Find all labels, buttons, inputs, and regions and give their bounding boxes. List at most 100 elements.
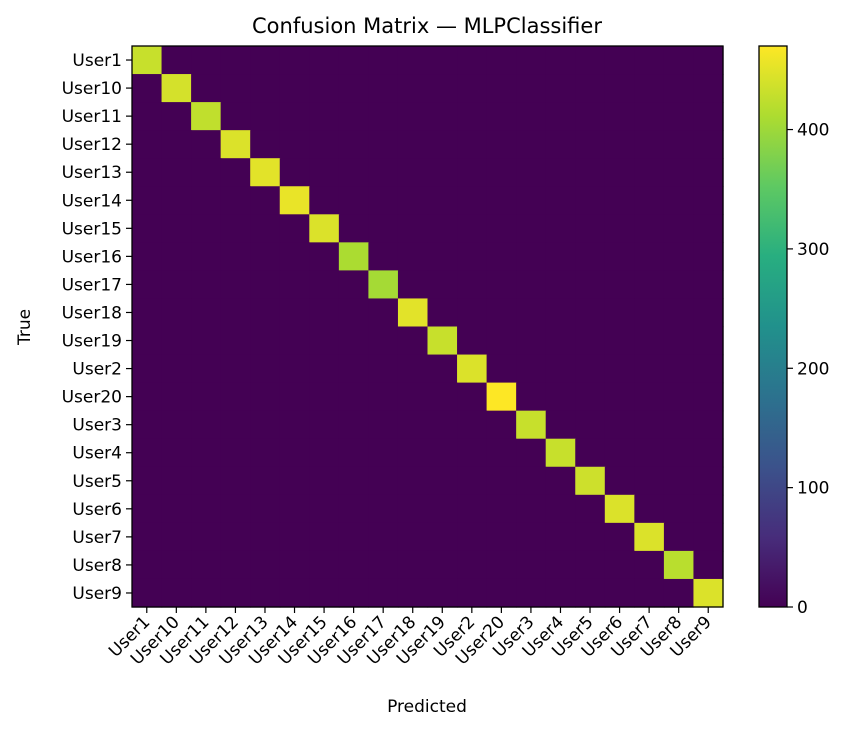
heatmap-cell: [220, 410, 251, 440]
heatmap-cell: [220, 382, 251, 412]
heatmap-cell: [516, 130, 547, 159]
heatmap-cell: [309, 46, 340, 75]
heatmap-cell-diagonal: [279, 186, 310, 215]
heatmap-cell: [220, 242, 251, 271]
heatmap-cell: [250, 130, 281, 159]
heatmap-cell-diagonal: [457, 354, 488, 384]
heatmap-cell: [457, 270, 488, 300]
heatmap-cell: [663, 130, 695, 159]
heatmap-cell: [545, 130, 576, 159]
heatmap-cell: [397, 242, 429, 271]
heatmap-cell: [397, 522, 429, 552]
heatmap-cell: [663, 46, 695, 75]
heatmap-cell: [545, 466, 576, 496]
heatmap-cell: [338, 270, 369, 300]
heatmap-cell: [693, 102, 724, 131]
heatmap-cell: [191, 242, 222, 271]
heatmap-cell: [161, 550, 192, 580]
heatmap-cell: [486, 550, 517, 580]
heatmap-cell: [634, 270, 665, 300]
heatmap-cell: [397, 494, 429, 524]
heatmap-cell: [575, 270, 606, 300]
heatmap-cell: [516, 466, 547, 496]
heatmap-cell: [338, 158, 369, 187]
heatmap-cell: [634, 438, 665, 468]
heatmap-cell: [397, 130, 429, 159]
heatmap-cell: [250, 354, 281, 384]
heatmap-cell: [634, 46, 665, 75]
heatmap-cell: [545, 46, 576, 75]
heatmap-cell: [220, 326, 251, 356]
heatmap-cell-diagonal: [397, 298, 429, 328]
heatmap-cell: [486, 46, 517, 75]
heatmap-cell: [161, 382, 192, 412]
heatmap-cell: [545, 522, 576, 552]
heatmap-cell: [220, 46, 251, 75]
heatmap-cell: [397, 102, 429, 131]
heatmap-cell: [457, 130, 488, 159]
heatmap-cell: [220, 298, 251, 328]
heatmap-cell: [191, 186, 222, 215]
heatmap-cell: [575, 550, 606, 580]
colorbar-tick-label: 100: [797, 479, 829, 499]
heatmap-cell: [309, 382, 340, 412]
heatmap-cell: [693, 494, 724, 524]
heatmap-cell: [663, 158, 695, 187]
heatmap-cell: [634, 214, 665, 243]
heatmap-cell: [368, 130, 399, 159]
heatmap-cell: [250, 102, 281, 131]
heatmap-cell: [338, 522, 369, 552]
heatmap-cell: [693, 550, 724, 580]
heatmap-cell: [191, 466, 222, 496]
heatmap-cell: [634, 354, 665, 384]
heatmap-cell: [220, 438, 251, 468]
heatmap-cell: [132, 298, 163, 328]
heatmap-cell: [457, 214, 488, 243]
heatmap-cell: [663, 466, 695, 496]
x-axis-ticks: User1User10User11User12User13User14User1…: [105, 607, 716, 669]
heatmap-cell: [338, 46, 369, 75]
heatmap-cell: [457, 74, 488, 103]
heatmap-cell: [457, 494, 488, 524]
heatmap-cell: [693, 438, 724, 468]
heatmap-cell: [397, 410, 429, 440]
heatmap-cell: [663, 522, 695, 552]
heatmap-cell: [191, 298, 222, 328]
heatmap-cell: [545, 186, 576, 215]
heatmap-cell: [604, 578, 635, 608]
heatmap-cell: [338, 102, 369, 131]
heatmap-cell: [397, 438, 429, 468]
heatmap-cell: [545, 382, 576, 412]
heatmap-cell: [132, 270, 163, 300]
heatmap-cell: [604, 466, 635, 496]
heatmap-cell: [220, 74, 251, 103]
heatmap-cell: [545, 158, 576, 187]
heatmap-cells: [132, 46, 724, 608]
heatmap-cell: [516, 438, 547, 468]
heatmap-cell: [368, 326, 399, 356]
heatmap-cell: [575, 102, 606, 131]
heatmap-cell: [604, 382, 635, 412]
heatmap-cell: [634, 102, 665, 131]
heatmap-cell: [693, 214, 724, 243]
heatmap-cell: [309, 74, 340, 103]
heatmap-cell: [161, 522, 192, 552]
heatmap-cell: [663, 382, 695, 412]
y-axis-label: True: [15, 309, 35, 346]
heatmap-cell: [132, 410, 163, 440]
heatmap-cell: [457, 298, 488, 328]
heatmap-cell: [161, 438, 192, 468]
heatmap-cell: [397, 74, 429, 103]
heatmap-cell: [486, 270, 517, 300]
heatmap-cell: [279, 522, 310, 552]
heatmap-cell: [309, 298, 340, 328]
heatmap-cell: [220, 270, 251, 300]
heatmap-cell: [161, 186, 192, 215]
heatmap-cell: [191, 158, 222, 187]
heatmap-cell: [132, 130, 163, 159]
heatmap-cell: [279, 298, 310, 328]
heatmap-cell: [486, 438, 517, 468]
heatmap-cell: [486, 102, 517, 131]
heatmap-cell: [604, 354, 635, 384]
